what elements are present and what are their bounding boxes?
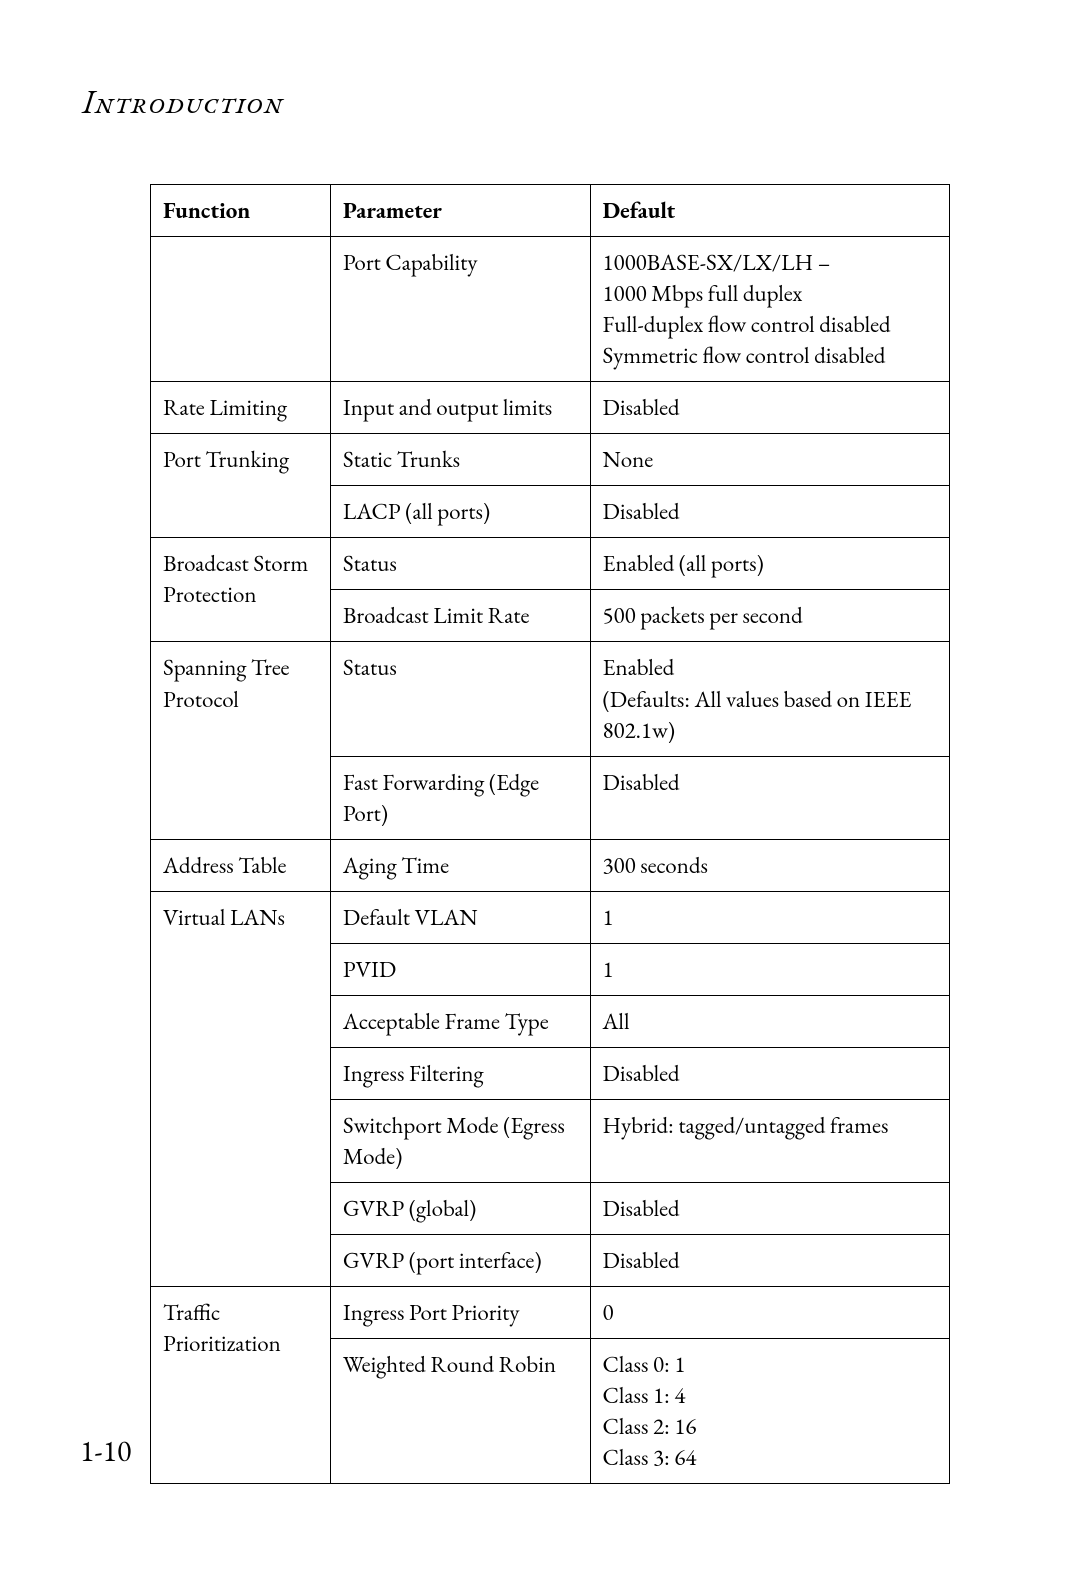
table-row: Broadcast Storm ProtectionStatusEnabled … bbox=[151, 538, 950, 590]
cell-default: Disabled bbox=[590, 1047, 949, 1099]
cell-parameter: Acceptable Frame Type bbox=[330, 995, 590, 1047]
cell-parameter: Static Trunks bbox=[330, 434, 590, 486]
cell-parameter: Port Capability bbox=[330, 237, 590, 382]
table-row: Virtual LANsDefault VLAN1 bbox=[151, 891, 950, 943]
cell-function: Rate Limiting bbox=[151, 382, 331, 434]
cell-default: Hybrid: tagged/untagged frames bbox=[590, 1099, 949, 1182]
cell-default: Enabled (all ports) bbox=[590, 538, 949, 590]
table-row: Address TableAging Time300 seconds bbox=[151, 839, 950, 891]
cell-parameter: Fast Forwarding (Edge Port) bbox=[330, 756, 590, 839]
cell-default: Disabled bbox=[590, 382, 949, 434]
cell-parameter: Switchport Mode (Egress Mode) bbox=[330, 1099, 590, 1182]
th-function: Function bbox=[151, 185, 331, 237]
cell-parameter: Ingress Filtering bbox=[330, 1047, 590, 1099]
cell-parameter: Input and output limits bbox=[330, 382, 590, 434]
th-default: Default bbox=[590, 185, 949, 237]
cell-parameter: PVID bbox=[330, 943, 590, 995]
document-page: Introduction Function Parameter Default … bbox=[0, 0, 1080, 1570]
cell-default: Enabled(Defaults: All values based on IE… bbox=[590, 642, 949, 756]
heading-rest: ntroduction bbox=[95, 83, 284, 122]
cell-function bbox=[151, 237, 331, 382]
cell-parameter: Status bbox=[330, 538, 590, 590]
cell-default: 1 bbox=[590, 891, 949, 943]
cell-function: Broadcast Storm Protection bbox=[151, 538, 331, 642]
table-header-row: Function Parameter Default bbox=[151, 185, 950, 237]
cell-default: Disabled bbox=[590, 756, 949, 839]
table-body: Port Capability1000BASE-SX/LX/LH –1000 M… bbox=[151, 237, 950, 1484]
cell-default: Disabled bbox=[590, 1235, 949, 1287]
cell-parameter: Aging Time bbox=[330, 839, 590, 891]
cell-default: Class 0: 1Class 1: 4Class 2: 16Class 3: … bbox=[590, 1339, 949, 1484]
page-heading: Introduction bbox=[82, 80, 1000, 124]
cell-default: Disabled bbox=[590, 1183, 949, 1235]
th-parameter: Parameter bbox=[330, 185, 590, 237]
cell-function: Virtual LANs bbox=[151, 891, 331, 1286]
cell-parameter: GVRP (port interface) bbox=[330, 1235, 590, 1287]
table-row: Port TrunkingStatic TrunksNone bbox=[151, 434, 950, 486]
page-number: 1-10 bbox=[80, 1431, 131, 1470]
cell-function: Spanning Tree Protocol bbox=[151, 642, 331, 839]
cell-parameter: Ingress Port Priority bbox=[330, 1287, 590, 1339]
cell-default: 500 packets per second bbox=[590, 590, 949, 642]
table-row: Traffic PrioritizationIngress Port Prior… bbox=[151, 1287, 950, 1339]
cell-default: 1 bbox=[590, 943, 949, 995]
table-row: Spanning Tree ProtocolStatusEnabled(Defa… bbox=[151, 642, 950, 756]
cell-default: 300 seconds bbox=[590, 839, 949, 891]
cell-function: Traffic Prioritization bbox=[151, 1287, 331, 1484]
table-row: Rate LimitingInput and output limitsDisa… bbox=[151, 382, 950, 434]
table-row: Port Capability1000BASE-SX/LX/LH –1000 M… bbox=[151, 237, 950, 382]
defaults-table: Function Parameter Default Port Capabili… bbox=[150, 184, 950, 1484]
cell-parameter: Status bbox=[330, 642, 590, 756]
cell-parameter: Default VLAN bbox=[330, 891, 590, 943]
cell-parameter: GVRP (global) bbox=[330, 1183, 590, 1235]
cell-default: None bbox=[590, 434, 949, 486]
cell-parameter: LACP (all ports) bbox=[330, 486, 590, 538]
cell-default: Disabled bbox=[590, 486, 949, 538]
cell-parameter: Broadcast Limit Rate bbox=[330, 590, 590, 642]
cell-parameter: Weighted Round Robin bbox=[330, 1339, 590, 1484]
cell-default: 1000BASE-SX/LX/LH –1000 Mbps full duplex… bbox=[590, 237, 949, 382]
cell-default: All bbox=[590, 995, 949, 1047]
cell-function: Address Table bbox=[151, 839, 331, 891]
cell-function: Port Trunking bbox=[151, 434, 331, 538]
cell-default: 0 bbox=[590, 1287, 949, 1339]
heading-initial: I bbox=[82, 80, 95, 124]
